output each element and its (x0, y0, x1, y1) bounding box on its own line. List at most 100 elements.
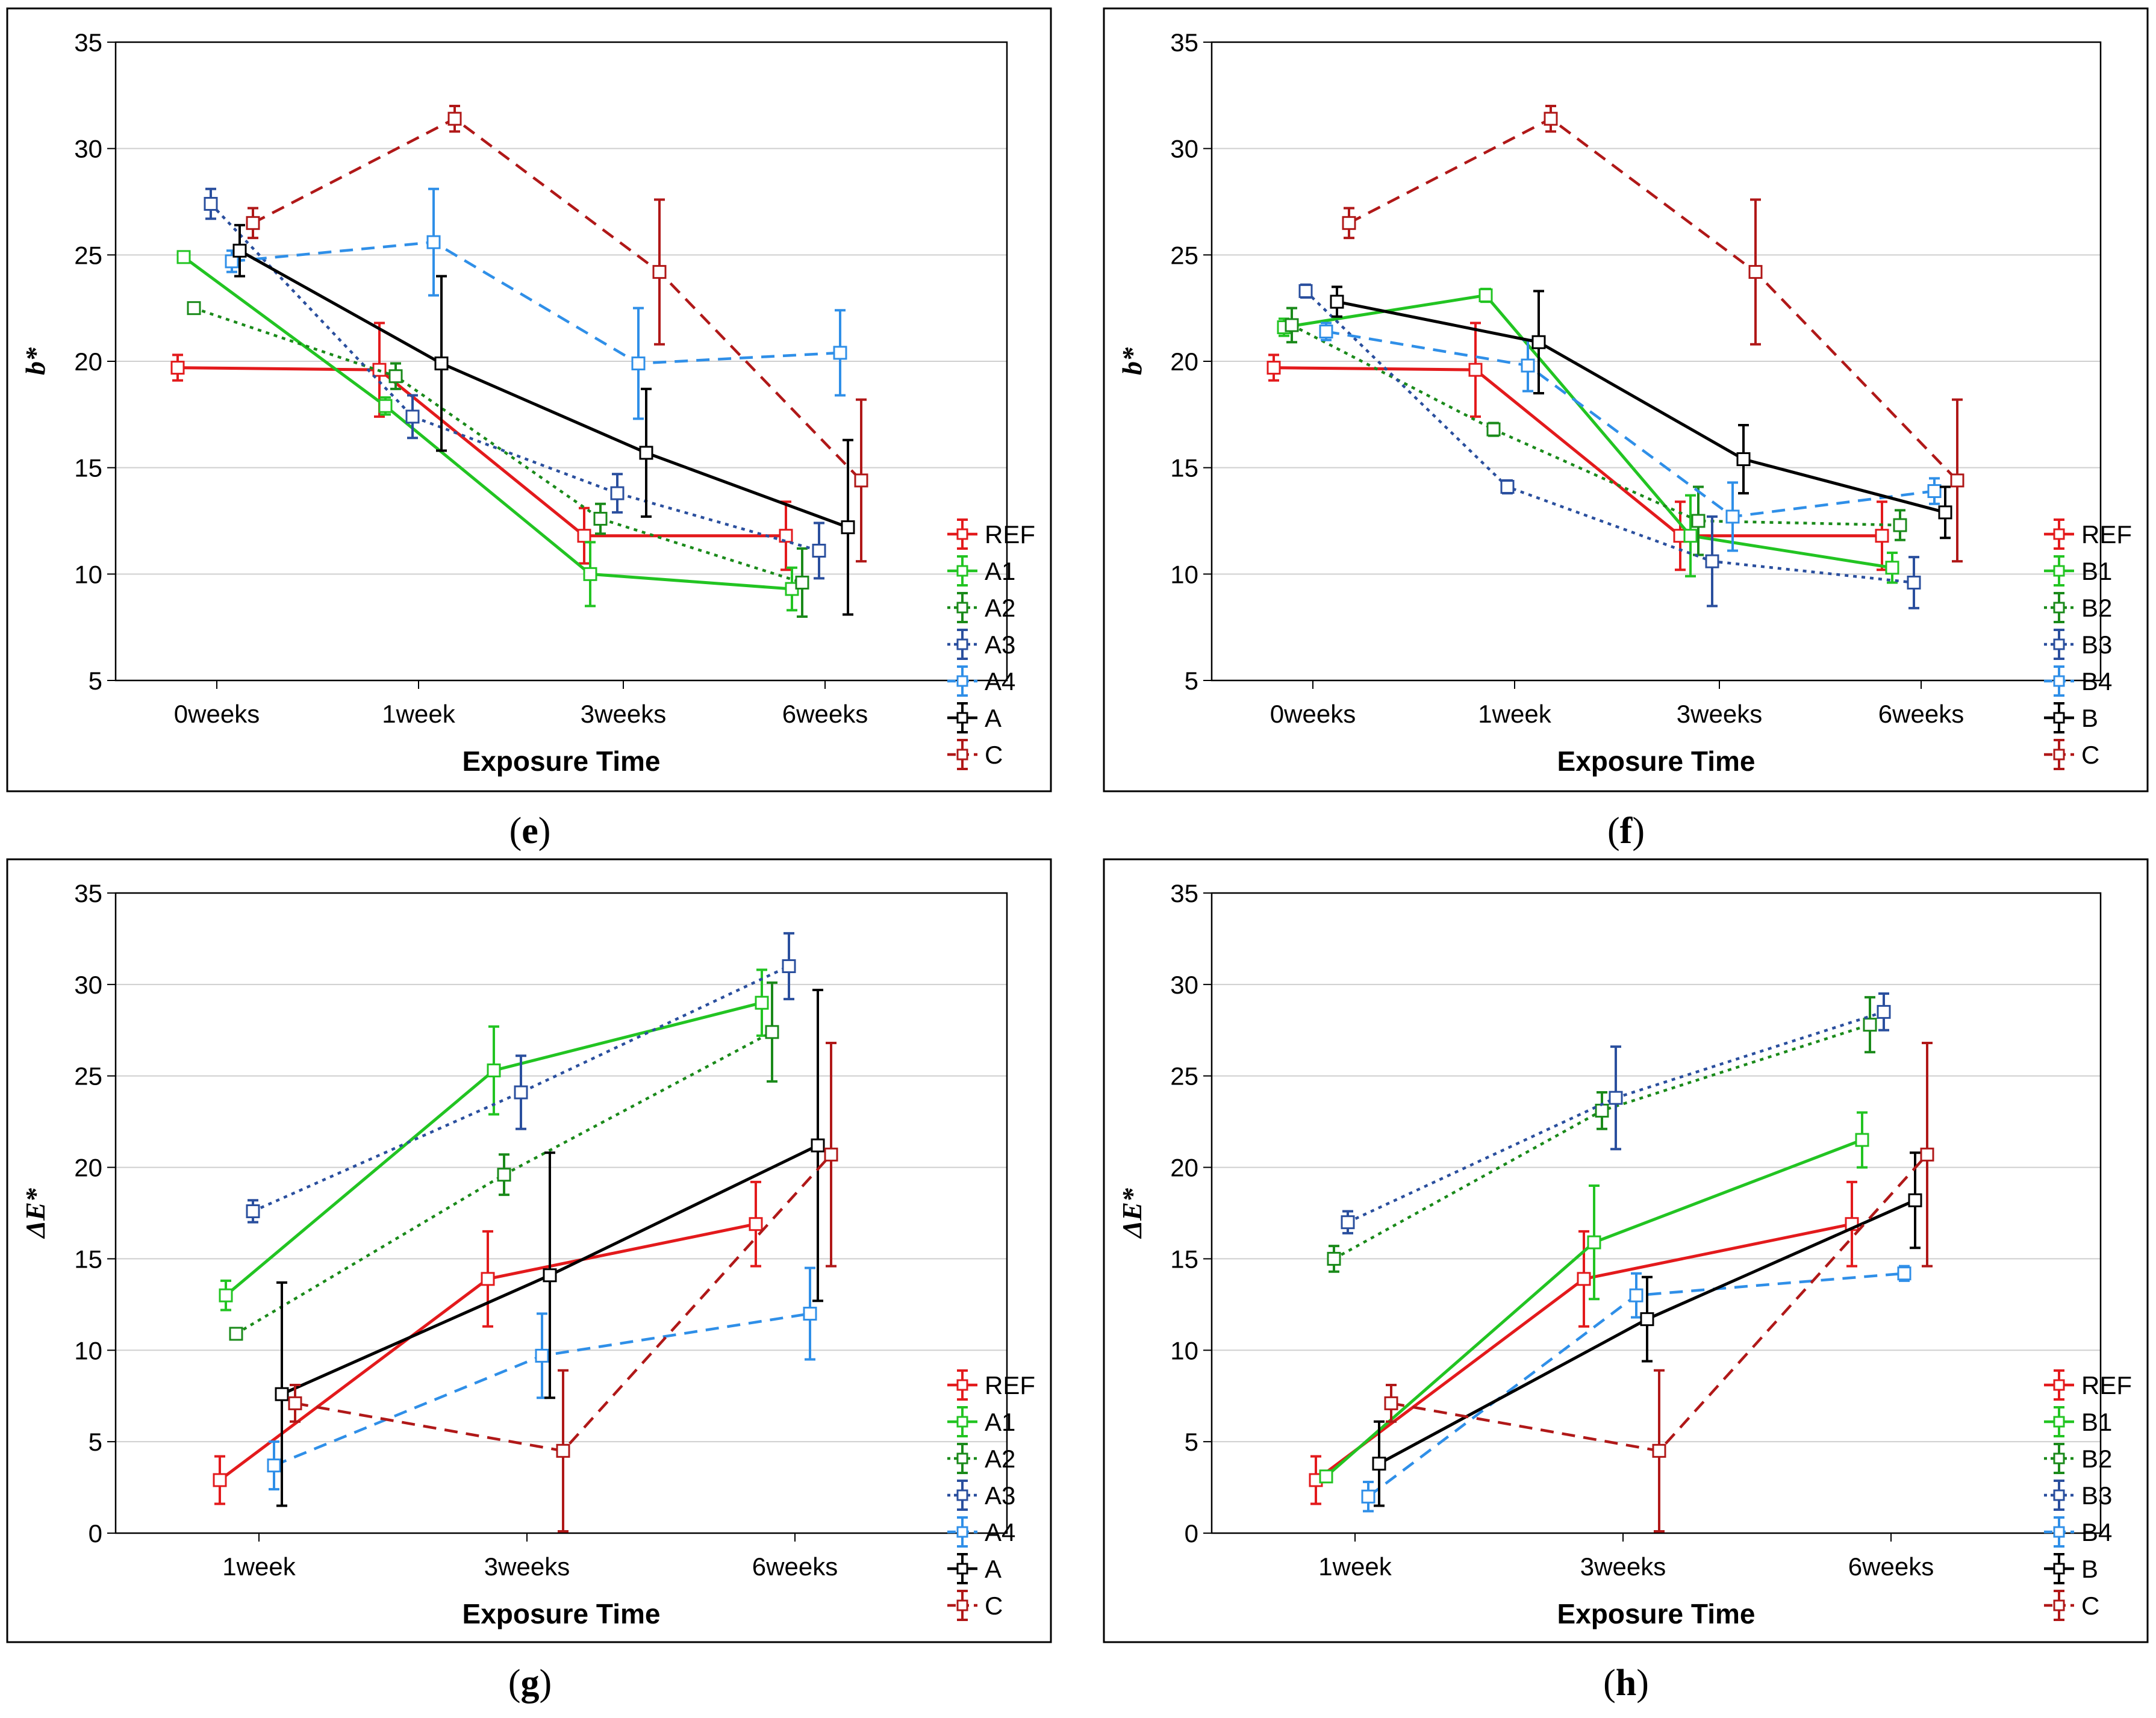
legend-marker (2053, 528, 2065, 540)
data-point (854, 473, 868, 488)
legend-marker (956, 1563, 968, 1575)
x-tick-label: 3weeks (484, 1552, 570, 1581)
x-tick-label: 6weeks (1848, 1552, 1934, 1581)
data-point (1893, 518, 1907, 532)
legend-entry-A3: A3 (947, 629, 1015, 660)
y-tick-label: 30 (74, 135, 102, 163)
legend-marker (956, 1452, 968, 1464)
data-point (1468, 363, 1483, 377)
y-tick-label: 15 (1170, 1245, 1198, 1273)
legend-label: B4 (2081, 667, 2112, 696)
legend-marker (956, 675, 968, 687)
legend-marker (2053, 1489, 2065, 1501)
plot-area (114, 41, 1008, 682)
legend-marker (2053, 749, 2065, 761)
y-tick-label: 20 (74, 347, 102, 376)
legend-label: REF (985, 520, 1035, 549)
legend-marker (2053, 1599, 2065, 1611)
x-tick-label: 3weeks (1580, 1552, 1666, 1581)
legend-label: B4 (2081, 1518, 2112, 1546)
caption-letter: h (1615, 1663, 1637, 1704)
x-axis-title: Exposure Time (1557, 1598, 1756, 1629)
y-tick-label: 10 (74, 1336, 102, 1365)
series-B (1330, 285, 1952, 540)
data-point (1908, 1193, 1922, 1207)
series-line (182, 255, 793, 591)
legend-marker (956, 638, 968, 650)
data-point (434, 356, 449, 371)
legend-entry-A4: A4 (947, 665, 1015, 697)
legend-entry-A2: A2 (947, 1443, 1015, 1474)
plot-area (1210, 892, 2102, 1534)
data-point (639, 446, 653, 460)
y-tick-label: 30 (74, 971, 102, 999)
data-point (1609, 1091, 1623, 1105)
legend-marker (2053, 638, 2065, 650)
data-point (225, 254, 239, 269)
data-point (782, 959, 796, 973)
legend-entry-A4: A4 (947, 1516, 1015, 1548)
legend-marker (2053, 712, 2065, 724)
x-tick-label: 1week (222, 1552, 296, 1581)
legend-marker (2053, 1563, 2065, 1575)
legend-label: REF (2081, 520, 2132, 549)
x-tick-label: 6weeks (782, 700, 868, 728)
data-point (213, 1473, 227, 1487)
legend-marker (2053, 565, 2065, 577)
legend-label: REF (985, 1371, 1035, 1399)
legend-label: A4 (985, 667, 1015, 696)
series-line (238, 249, 849, 529)
legend-entry-A: A (947, 1553, 1002, 1584)
legend-label: A (985, 704, 1002, 732)
legend-marker (956, 565, 968, 577)
data-point (1372, 1457, 1386, 1471)
legend-marker (956, 602, 968, 614)
y-tick-label: 15 (1170, 454, 1198, 482)
legend-label: B3 (2081, 630, 2112, 659)
legend-entry-B1: B1 (2044, 1406, 2112, 1437)
legend-entry-A1: A1 (947, 555, 1015, 587)
legend-label: C (2081, 741, 2099, 769)
series-line (1326, 330, 1935, 518)
legend-marker (956, 749, 968, 761)
series-line (1336, 300, 1946, 514)
y-tick-label: 30 (1170, 135, 1198, 163)
legend-entry-B: B (2044, 1553, 2098, 1584)
legend-marker (956, 1489, 968, 1501)
data-point (288, 1396, 302, 1410)
series-line (252, 117, 862, 482)
y-tick-label: 35 (74, 879, 102, 907)
legend-entry-REF: REF (2044, 1369, 2132, 1401)
series-A4 (267, 1266, 817, 1491)
data-point (795, 575, 809, 590)
legend-label: B1 (2081, 557, 2112, 585)
data-point (593, 511, 608, 526)
data-point (811, 1138, 825, 1153)
y-axis-title: b* (1117, 347, 1147, 375)
series-B1 (1319, 1111, 1869, 1484)
x-tick-label: 6weeks (752, 1552, 838, 1581)
data-point (1629, 1288, 1643, 1303)
series-line (235, 1030, 773, 1335)
data-point (1877, 1004, 1891, 1019)
y-tick-label: 25 (74, 1062, 102, 1091)
series-line (193, 307, 803, 584)
x-tick-label: 3weeks (581, 700, 666, 728)
legend-entry-REF: REF (2044, 518, 2132, 550)
x-tick-label: 1week (382, 700, 455, 728)
data-point (246, 1204, 260, 1218)
data-point (1486, 422, 1501, 437)
y-tick-label: 0 (1185, 1519, 1198, 1548)
data-point (1342, 216, 1356, 230)
legend-label: A2 (985, 594, 1015, 622)
series-B4 (1319, 322, 1942, 552)
x-axis-title: Exposure Time (463, 745, 661, 777)
legend-entry-C: C (947, 739, 1003, 770)
y-axis-title: ΔE* (1117, 1187, 1147, 1239)
data-point (405, 409, 420, 424)
series-line (177, 366, 786, 538)
data-point (267, 1458, 281, 1473)
data-point (1544, 111, 1558, 126)
legend-label: A1 (985, 557, 1015, 585)
legend-entry-B3: B3 (2044, 629, 2112, 660)
